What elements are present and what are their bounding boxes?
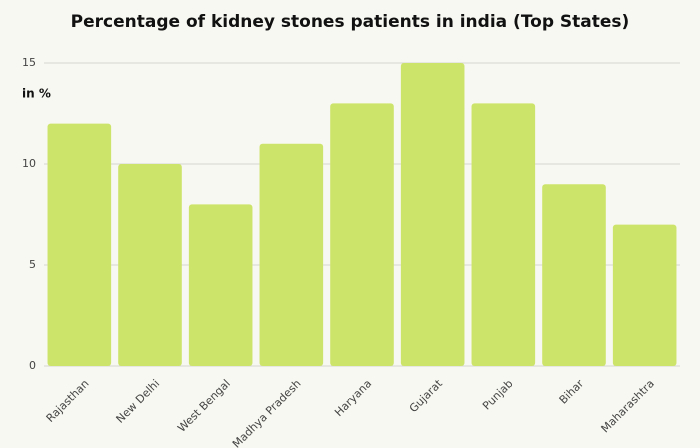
bar (47, 123, 112, 366)
bar (118, 164, 182, 366)
bar (542, 184, 606, 366)
y-tick-label: 10 (22, 157, 36, 170)
y-axis-label: in % (22, 87, 51, 101)
bar (471, 103, 536, 367)
bar (612, 224, 677, 366)
bar (188, 204, 253, 366)
bar (400, 63, 465, 366)
y-tick-label: 5 (29, 258, 36, 271)
y-tick-label: 15 (22, 56, 36, 69)
bar (330, 103, 394, 367)
bar (259, 143, 324, 366)
y-tick-label: 0 (29, 359, 36, 372)
chart-title: Percentage of kidney stones patients in … (71, 12, 630, 32)
